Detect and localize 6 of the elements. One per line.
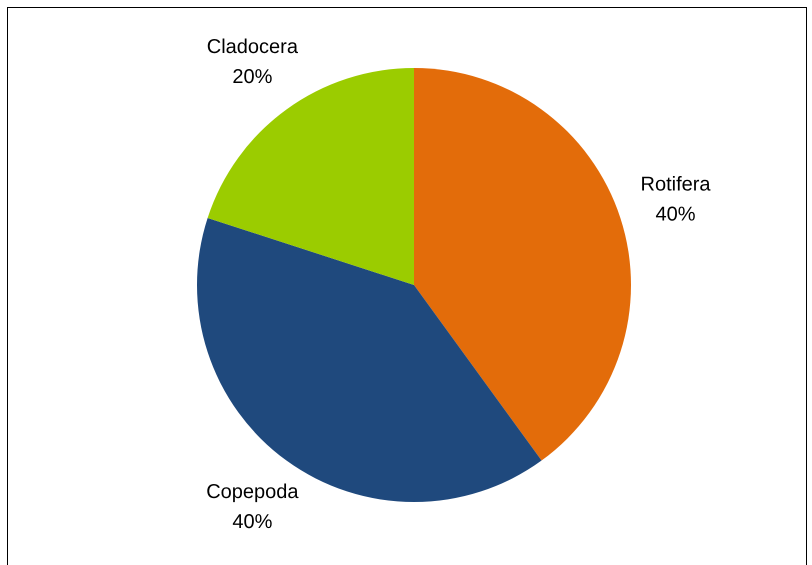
slice-label: Copepoda bbox=[206, 480, 300, 503]
slice-label: Cladocera bbox=[206, 36, 299, 58]
slice-label: Rotifera bbox=[640, 174, 712, 196]
data-label: 40% bbox=[232, 510, 273, 533]
data-label: 20% bbox=[232, 66, 273, 88]
data-label: 40% bbox=[656, 204, 696, 226]
